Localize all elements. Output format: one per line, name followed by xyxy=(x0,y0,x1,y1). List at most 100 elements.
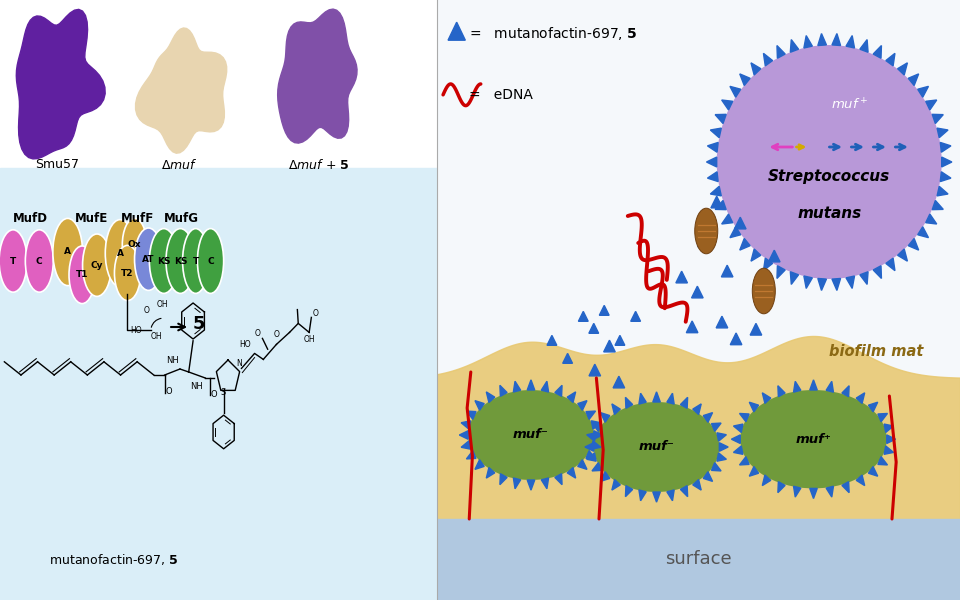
Polygon shape xyxy=(591,421,601,429)
Polygon shape xyxy=(827,486,833,497)
Text: =   mutanofactin-697, $\mathbf{5}$: = mutanofactin-697, $\mathbf{5}$ xyxy=(469,25,637,41)
Polygon shape xyxy=(567,392,576,403)
Polygon shape xyxy=(592,463,602,471)
Polygon shape xyxy=(717,433,727,441)
Polygon shape xyxy=(653,492,660,502)
Polygon shape xyxy=(925,100,937,110)
Text: MufG: MufG xyxy=(164,212,199,225)
Polygon shape xyxy=(277,9,357,143)
Polygon shape xyxy=(884,424,894,433)
Polygon shape xyxy=(710,128,721,137)
Polygon shape xyxy=(886,53,895,66)
Polygon shape xyxy=(777,46,785,58)
Polygon shape xyxy=(626,485,633,497)
Polygon shape xyxy=(704,472,712,481)
Polygon shape xyxy=(686,321,698,332)
Polygon shape xyxy=(832,278,841,290)
Polygon shape xyxy=(908,238,919,250)
Polygon shape xyxy=(887,435,896,443)
Ellipse shape xyxy=(83,234,111,296)
Polygon shape xyxy=(626,397,633,409)
Polygon shape xyxy=(715,200,726,209)
Polygon shape xyxy=(547,335,557,346)
Text: HO: HO xyxy=(131,326,142,335)
Polygon shape xyxy=(751,63,761,75)
Polygon shape xyxy=(676,271,687,283)
Polygon shape xyxy=(778,482,785,493)
Polygon shape xyxy=(869,467,877,476)
Polygon shape xyxy=(734,217,746,229)
Polygon shape xyxy=(691,286,703,298)
Polygon shape xyxy=(763,258,773,271)
Polygon shape xyxy=(467,451,476,459)
Ellipse shape xyxy=(150,229,179,293)
Polygon shape xyxy=(869,402,877,412)
Polygon shape xyxy=(877,413,887,422)
Polygon shape xyxy=(681,397,687,409)
Polygon shape xyxy=(514,381,520,392)
Polygon shape xyxy=(790,272,799,284)
Polygon shape xyxy=(932,115,944,124)
Text: mutans: mutans xyxy=(797,205,861,220)
Polygon shape xyxy=(722,100,732,110)
Polygon shape xyxy=(777,266,785,278)
Ellipse shape xyxy=(695,208,718,254)
Polygon shape xyxy=(613,376,625,388)
Polygon shape xyxy=(762,475,771,485)
Polygon shape xyxy=(732,435,740,443)
Polygon shape xyxy=(693,479,701,490)
Text: OH: OH xyxy=(151,332,162,341)
Ellipse shape xyxy=(0,230,27,292)
Polygon shape xyxy=(730,227,741,238)
Polygon shape xyxy=(810,488,817,499)
Polygon shape xyxy=(818,278,827,290)
Text: O: O xyxy=(313,308,319,317)
Polygon shape xyxy=(527,480,535,490)
Text: biofilm mat: biofilm mat xyxy=(829,343,924,358)
Text: T1: T1 xyxy=(76,270,88,279)
Polygon shape xyxy=(860,40,868,52)
Text: O: O xyxy=(143,306,149,315)
Polygon shape xyxy=(794,486,801,497)
Polygon shape xyxy=(925,214,937,224)
Bar xyxy=(0,168,437,600)
Polygon shape xyxy=(751,249,761,261)
Text: KS: KS xyxy=(157,257,171,265)
Polygon shape xyxy=(591,441,601,449)
Polygon shape xyxy=(639,393,646,404)
Ellipse shape xyxy=(740,390,887,488)
Ellipse shape xyxy=(69,246,95,304)
Text: NH: NH xyxy=(190,382,203,391)
Polygon shape xyxy=(527,380,535,390)
Polygon shape xyxy=(586,451,595,459)
Text: surface: surface xyxy=(665,550,732,568)
Polygon shape xyxy=(940,172,951,182)
Text: HO: HO xyxy=(239,340,251,349)
Polygon shape xyxy=(762,393,771,403)
Bar xyxy=(0,0,437,168)
Text: O: O xyxy=(274,330,279,339)
Polygon shape xyxy=(681,485,687,497)
Polygon shape xyxy=(908,74,919,86)
Text: muf⁺: muf⁺ xyxy=(796,433,831,446)
Polygon shape xyxy=(827,382,833,392)
Polygon shape xyxy=(589,364,601,376)
Polygon shape xyxy=(615,335,625,346)
Polygon shape xyxy=(794,382,801,392)
Polygon shape xyxy=(874,46,881,58)
Text: C: C xyxy=(207,257,214,265)
Polygon shape xyxy=(932,200,944,209)
Ellipse shape xyxy=(122,218,147,271)
Polygon shape xyxy=(541,478,548,489)
Polygon shape xyxy=(733,424,743,433)
Polygon shape xyxy=(898,63,907,75)
Polygon shape xyxy=(730,86,741,97)
Ellipse shape xyxy=(114,245,141,301)
Polygon shape xyxy=(818,34,827,46)
Polygon shape xyxy=(707,157,717,167)
Polygon shape xyxy=(567,467,576,478)
Polygon shape xyxy=(740,238,750,250)
Ellipse shape xyxy=(468,390,593,480)
Polygon shape xyxy=(842,386,850,397)
Polygon shape xyxy=(763,53,773,66)
